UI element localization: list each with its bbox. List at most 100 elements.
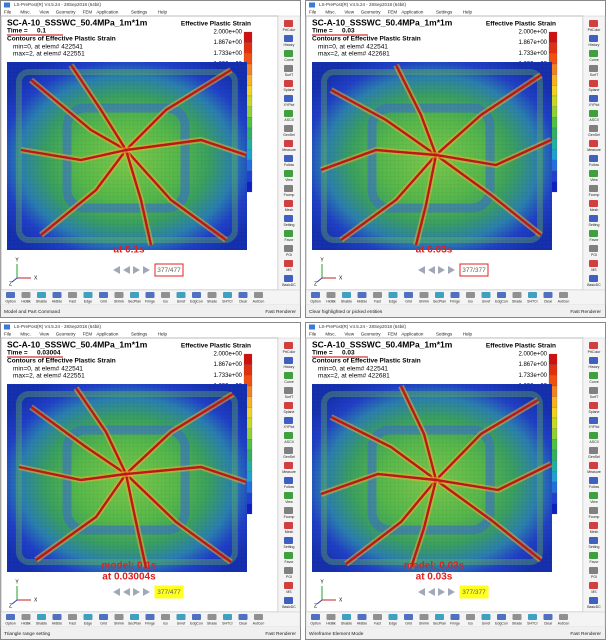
tool-icon[interactable] [589,170,598,177]
tool-label[interactable]: Fcomp [284,193,295,197]
tool-icon[interactable] [284,387,293,394]
tool-icon[interactable] [512,292,522,298]
tool-label[interactable]: Follow [284,485,295,489]
tool-icon[interactable] [512,614,522,620]
tool-label[interactable]: AutCen [558,299,570,303]
tool-label[interactable]: Option [5,621,15,625]
playback-button[interactable] [438,588,445,596]
menu-item[interactable]: Help [158,10,168,15]
tool-icon[interactable] [589,462,598,469]
tool-label[interactable]: XYPlot [284,103,295,107]
tool-icon[interactable] [589,110,598,117]
tool-icon[interactable] [130,292,139,298]
tool-label[interactable]: Shade [207,621,217,625]
tool-label[interactable]: SHTCr [527,621,539,625]
tool-label[interactable]: ASCII [589,440,598,444]
tool-icon[interactable] [284,597,293,604]
tool-label[interactable]: SecPlan [128,621,141,625]
tool-icon[interactable] [223,614,232,620]
playback-button[interactable] [448,266,455,274]
tool-icon[interactable] [589,342,598,349]
tool-icon[interactable] [99,292,108,298]
tool-label[interactable]: Fringe [450,299,460,303]
tool-icon[interactable] [589,447,598,454]
tool-label[interactable]: Iso [163,621,168,625]
tool-icon[interactable] [589,125,598,132]
tool-icon[interactable] [52,292,62,298]
tool-icon[interactable] [284,110,293,117]
tool-icon[interactable] [284,522,293,529]
playback-button[interactable] [448,588,455,596]
tool-icon[interactable] [37,614,46,620]
tool-label[interactable]: GenSel [283,133,295,137]
tool-label[interactable]: MS [591,590,597,594]
tool-label[interactable]: Curve [589,58,598,62]
tool-label[interactable]: PGI [591,253,597,257]
tool-label[interactable]: Grid [100,299,107,303]
tool-icon[interactable] [404,292,413,298]
tool-icon[interactable] [284,582,293,589]
menu-item[interactable]: Application [401,10,424,15]
tool-label[interactable]: SHTCr [222,621,234,625]
tool-label[interactable]: Fast [374,299,381,303]
tool-label[interactable]: Fcomp [284,515,295,519]
tool-icon[interactable] [589,245,598,252]
menu-item[interactable]: FEM [388,10,398,15]
tool-icon[interactable] [176,614,186,620]
menu-item[interactable]: Misc. [20,332,31,337]
tool-label[interactable]: Grid [100,621,107,625]
tool-icon[interactable] [450,614,460,620]
menu-item[interactable]: Help [463,10,473,15]
tool-label[interactable]: Iso [468,621,473,625]
tool-label[interactable]: Edge [84,299,92,303]
tool-label[interactable]: View [590,500,598,504]
tool-label[interactable]: ShaEle [341,621,352,625]
tool-icon[interactable] [388,614,398,620]
menu-item[interactable]: File [4,332,12,337]
tool-label[interactable]: AutCen [558,621,570,625]
tool-label[interactable]: Follow [589,485,600,489]
tool-icon[interactable] [284,140,293,147]
menu-item[interactable]: Application [96,332,119,337]
playback-button[interactable] [123,588,130,596]
tool-label[interactable]: Unref [177,299,186,303]
tool-icon[interactable] [589,417,598,424]
playback-button[interactable] [113,266,120,274]
tool-icon[interactable] [589,200,598,207]
tool-label[interactable]: View [285,178,293,182]
tool-icon[interactable] [559,614,568,620]
tool-icon[interactable] [284,342,293,349]
tool-icon[interactable] [21,614,31,620]
tool-icon[interactable] [284,567,293,574]
menu-item[interactable]: View [39,10,49,15]
playback-button[interactable] [428,588,435,596]
tool-label[interactable]: Favor [590,560,600,564]
tool-label[interactable]: GenSel [283,455,295,459]
tool-label[interactable]: Favor [285,238,295,242]
tool-icon[interactable] [589,155,598,162]
tool-icon[interactable] [68,292,77,298]
tool-label[interactable]: Clear [544,621,553,625]
tool-label[interactable]: ASCII [589,118,598,122]
tool-label[interactable]: Splane [284,88,295,92]
tool-icon[interactable] [559,292,568,298]
tool-icon[interactable] [589,432,598,439]
tool-icon[interactable] [284,492,293,499]
tool-icon[interactable] [311,614,320,620]
tool-label[interactable]: Curve [284,58,293,62]
playback-button[interactable] [133,588,140,596]
tool-label[interactable]: BasicDC [587,283,601,287]
tool-label[interactable]: Mesh [590,208,599,212]
tool-icon[interactable] [589,80,598,87]
tool-icon[interactable] [114,614,124,620]
menu-item[interactable]: Settings [436,10,453,15]
tool-icon[interactable] [435,614,444,620]
tool-label[interactable]: PrtColor [588,28,602,32]
tool-label[interactable]: Clear [544,299,553,303]
tool-label[interactable]: Edge [389,621,397,625]
tool-icon[interactable] [284,170,293,177]
tool-icon[interactable] [543,292,553,298]
tool-icon[interactable] [99,614,108,620]
tool-icon[interactable] [284,155,293,162]
tool-label[interactable]: Setting [284,545,295,549]
